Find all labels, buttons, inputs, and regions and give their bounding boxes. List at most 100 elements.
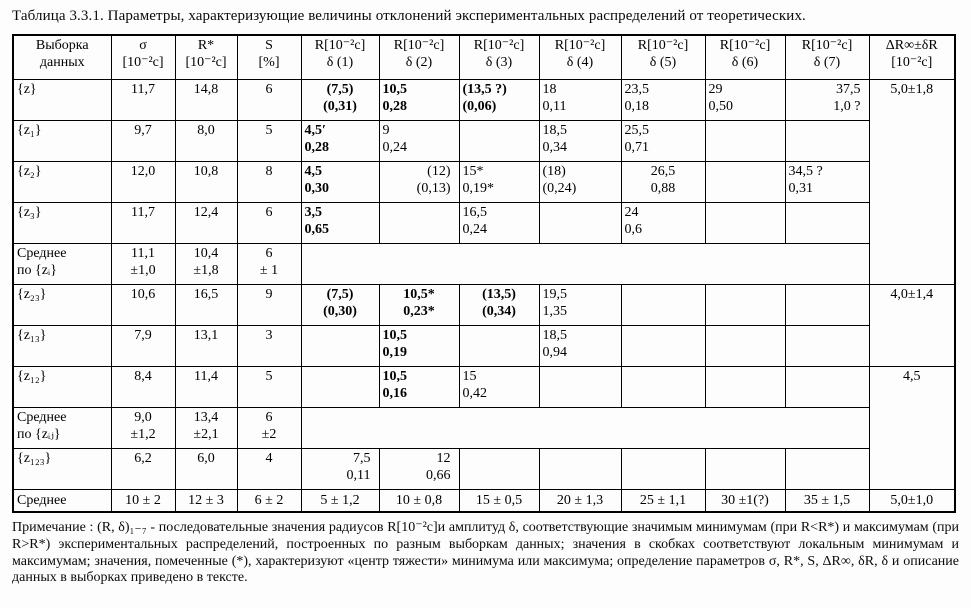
column-header: ΔR∞±δR [10⁻²c] — [868, 34, 956, 80]
stat-cell: 14,8 — [174, 78, 238, 121]
delta-cell — [458, 447, 540, 490]
column-header: Выборка данных — [12, 34, 112, 80]
delta-cell: 4,5 0,30 — [300, 160, 380, 203]
stat-cell: 10,8 — [174, 160, 238, 203]
delta-cell: 12 0,66 — [378, 447, 460, 490]
dr-cell: 5,0±1,8 — [868, 78, 956, 285]
empty-merged-cell — [300, 406, 870, 449]
column-header: R[10⁻²c] δ (1) — [300, 34, 380, 80]
delta-cell: 25 ± 1,1 — [620, 488, 706, 513]
delta-cell — [784, 283, 870, 326]
stat-cell: 3 — [236, 324, 302, 367]
sample-label: {z₁} — [12, 119, 112, 162]
delta-cell: 15 ± 0,5 — [458, 488, 540, 513]
delta-cell: 34,5 ? 0,31 — [784, 160, 870, 203]
delta-cell — [620, 447, 706, 490]
delta-cell: 37,5 1,0 ? — [784, 78, 870, 121]
delta-cell — [704, 324, 786, 367]
delta-cell: 7,5 0,11 — [300, 447, 380, 490]
dr-cell: 4,5 — [868, 365, 956, 490]
sample-label: Среднее — [12, 488, 112, 513]
delta-cell: 15 0,42 — [458, 365, 540, 408]
sample-label: {z₁₂} — [12, 365, 112, 408]
delta-cell — [784, 201, 870, 244]
stat-cell: 5 — [236, 119, 302, 162]
delta-cell: 5 ± 1,2 — [300, 488, 380, 513]
stat-cell: 10 ± 2 — [110, 488, 176, 513]
stat-cell: 11,1 ±1,0 — [110, 242, 176, 285]
delta-cell — [784, 119, 870, 162]
delta-cell: 10,5 0,19 — [378, 324, 460, 367]
document-page: Таблица 3.3.1. Параметры, характеризующи… — [12, 8, 959, 586]
delta-cell — [784, 365, 870, 408]
stat-cell: 9 — [236, 283, 302, 326]
stat-cell: 9,0 ±1,2 — [110, 406, 176, 449]
stat-cell: 12,4 — [174, 201, 238, 244]
table-row: {z} 11,7 14,8 6 (7,5) (0,31) 10,5 0,28 (13,5 ?… — [12, 78, 956, 285]
column-header: R[10⁻²c] δ (6) — [704, 34, 786, 80]
delta-cell: (13,5 ?) (0,06) — [458, 78, 540, 121]
stat-cell: 13,1 — [174, 324, 238, 367]
sample-label: {z} — [12, 78, 112, 121]
delta-cell: 3,5 0,65 — [300, 201, 380, 244]
sample-label: {z₂} — [12, 160, 112, 203]
delta-cell: 18,5 0,94 — [538, 324, 622, 367]
table-row: {z₁₂} 8,4 11,4 5 10,5 0,16 15 0,42 4,5 — [12, 365, 956, 490]
stat-cell: 8 — [236, 160, 302, 203]
column-header: R[10⁻²c] δ (3) — [458, 34, 540, 80]
delta-cell: 15* 0,19* — [458, 160, 540, 203]
table-row: {z₁₃} 7,9 13,1 3 10,5 0,19 18,5 0,94 — [12, 324, 955, 367]
column-header: R[10⁻²c] δ (4) — [538, 34, 622, 80]
delta-cell — [704, 160, 786, 203]
delta-cell: 18,5 0,34 — [538, 119, 622, 162]
stat-cell: 12,0 — [110, 160, 176, 203]
column-header: σ [10⁻²c] — [110, 34, 176, 80]
delta-cell: 10,5 0,28 — [378, 78, 460, 121]
stat-cell: 11,4 — [174, 365, 238, 408]
delta-cell — [300, 324, 380, 367]
delta-cell: 30 ±1(?) — [704, 488, 786, 513]
stat-cell: 5 — [236, 365, 302, 408]
footnote: Примечание : (R, δ)₁₋₇ - последовательны… — [12, 520, 959, 586]
delta-cell: 10,5 0,16 — [378, 365, 460, 408]
column-header: R[10⁻²c] δ (2) — [378, 34, 460, 80]
table-row: {z₂₃} 10,6 16,5 9 (7,5) (0,30) 10,5* 0,23* (13… — [12, 283, 956, 367]
table-header: Выборка данных σ [10⁻²c] R* [10⁻²c] S [%] R[… — [12, 34, 956, 80]
table-row: Среднее по {zᵢ} 11,1 ±1,0 10,4 ±1,8 6 ± 1 — [12, 242, 955, 285]
stat-cell: 7,9 — [110, 324, 176, 367]
stat-cell: 6 ± 1 — [236, 242, 302, 285]
delta-cell — [620, 283, 706, 326]
sample-label: {z₁₃} — [12, 324, 112, 367]
column-header: S [%] — [236, 34, 302, 80]
delta-cell: 16,5 0,24 — [458, 201, 540, 244]
stat-cell: 4 — [236, 447, 302, 490]
delta-cell: 29 0,50 — [704, 78, 786, 121]
table-row: {z₁₂₃} 6,2 6,0 4 7,5 0,11 12 0,66 — [12, 447, 955, 490]
table-row: {z₂} 12,0 10,8 8 4,5 0,30 (12) (0,13) 15* 0,19… — [12, 160, 955, 203]
stat-cell: 6,2 — [110, 447, 176, 490]
delta-cell: 20 ± 1,3 — [538, 488, 622, 513]
delta-cell — [704, 283, 786, 326]
delta-cell: (7,5) (0,31) — [300, 78, 380, 121]
delta-cell: (18) (0,24) — [538, 160, 622, 203]
delta-cell — [458, 119, 540, 162]
stat-cell: 11,7 — [110, 78, 176, 121]
sample-label: Среднее по {zᵢⱼ} — [12, 406, 112, 449]
parameters-table: Выборка данных σ [10⁻²c] R* [10⁻²c] S [%] R[… — [12, 34, 956, 513]
stat-cell: 11,7 — [110, 201, 176, 244]
delta-cell: 18 0,11 — [538, 78, 622, 121]
stat-cell: 13,4 ±2,1 — [174, 406, 238, 449]
dr-cell: 5,0±1,0 — [868, 488, 956, 513]
delta-cell — [538, 201, 622, 244]
delta-cell — [620, 365, 706, 408]
sample-label: {z₃} — [12, 201, 112, 244]
stat-cell: 10,6 — [110, 283, 176, 326]
delta-cell — [704, 447, 786, 490]
delta-cell: 35 ± 1,5 — [784, 488, 870, 513]
stat-cell: 16,5 — [174, 283, 238, 326]
stat-cell: 10,4 ±1,8 — [174, 242, 238, 285]
delta-cell — [704, 119, 786, 162]
delta-cell: 4,5′ 0,28 — [300, 119, 380, 162]
delta-cell — [458, 324, 540, 367]
stat-cell: 8,0 — [174, 119, 238, 162]
